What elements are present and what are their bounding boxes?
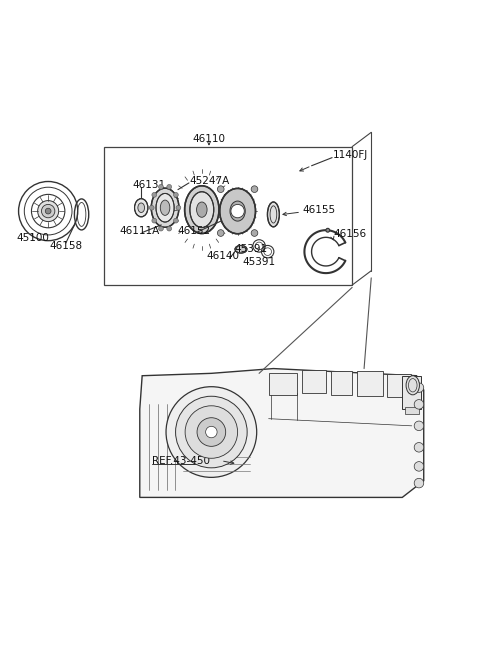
Ellipse shape [230, 201, 245, 221]
Bar [302, 371, 326, 394]
Ellipse shape [406, 376, 420, 395]
Text: 45247A: 45247A [190, 176, 230, 186]
Bar [104, 147, 352, 285]
Bar [387, 375, 411, 397]
Text: 46131: 46131 [132, 180, 166, 190]
Circle shape [185, 406, 238, 459]
Circle shape [251, 230, 258, 236]
Circle shape [167, 226, 171, 231]
Circle shape [414, 421, 424, 430]
Circle shape [217, 186, 224, 192]
Circle shape [414, 443, 424, 452]
Circle shape [231, 205, 244, 218]
Ellipse shape [267, 202, 279, 227]
Text: 45391: 45391 [234, 244, 267, 254]
Ellipse shape [220, 188, 255, 234]
Text: 45391: 45391 [242, 257, 276, 267]
Text: 46156: 46156 [333, 228, 366, 239]
Circle shape [173, 218, 178, 223]
Bar [405, 407, 419, 414]
Circle shape [167, 184, 171, 189]
Circle shape [152, 192, 156, 197]
Polygon shape [140, 369, 424, 497]
Ellipse shape [235, 245, 247, 253]
Ellipse shape [185, 186, 219, 234]
Ellipse shape [138, 203, 144, 213]
Circle shape [197, 418, 226, 446]
Bar [331, 371, 352, 395]
Circle shape [414, 462, 424, 471]
Circle shape [158, 184, 163, 189]
Circle shape [152, 218, 156, 223]
Ellipse shape [160, 200, 170, 215]
Text: 46155: 46155 [302, 205, 335, 215]
Ellipse shape [151, 188, 179, 228]
Bar [357, 371, 383, 396]
Ellipse shape [156, 194, 174, 222]
Ellipse shape [197, 202, 207, 217]
Circle shape [149, 205, 154, 210]
Circle shape [173, 192, 178, 197]
Circle shape [176, 205, 181, 210]
Text: 46152: 46152 [177, 226, 210, 236]
Circle shape [166, 386, 257, 478]
Text: 45100: 45100 [16, 234, 49, 243]
Circle shape [414, 478, 424, 488]
Bar [269, 373, 297, 395]
Ellipse shape [134, 199, 148, 216]
Circle shape [158, 226, 163, 231]
Circle shape [217, 230, 224, 236]
Circle shape [251, 186, 258, 192]
Text: 46140: 46140 [206, 251, 240, 262]
Circle shape [414, 383, 424, 392]
Text: REF.43-450: REF.43-450 [152, 456, 210, 466]
Text: 46110: 46110 [192, 134, 226, 144]
Circle shape [45, 208, 51, 214]
Text: 1140FJ: 1140FJ [333, 150, 368, 160]
Circle shape [37, 201, 59, 222]
Circle shape [326, 228, 330, 232]
Text: 46111A: 46111A [120, 226, 160, 236]
Circle shape [41, 205, 55, 218]
Text: 46158: 46158 [49, 241, 83, 251]
Ellipse shape [190, 192, 214, 228]
Bar [402, 376, 421, 409]
Circle shape [205, 426, 217, 438]
Circle shape [176, 396, 247, 468]
Circle shape [414, 400, 424, 409]
